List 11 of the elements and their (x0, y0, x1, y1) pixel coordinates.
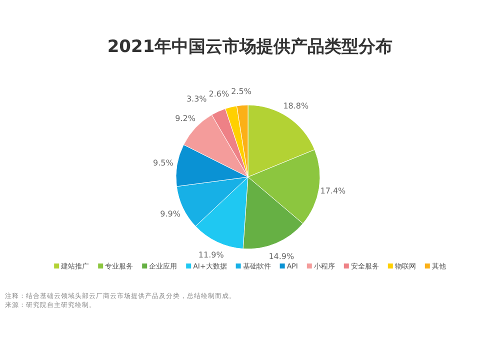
data-label: 2.6% (208, 89, 230, 98)
data-label: 11.9% (198, 250, 224, 260)
data-label: 2.5% (231, 87, 252, 96)
data-label: 18.8% (283, 101, 309, 110)
data-label: 9.2% (175, 114, 196, 123)
data-label: 14.9% (268, 252, 295, 262)
data-label: 3.3% (186, 94, 208, 104)
chart-title: 2021年中国云市场提供产品类型分布 (107, 37, 393, 57)
data-label: 9.5% (153, 158, 174, 168)
data-label: 17.4% (320, 186, 346, 196)
data-label: 9.9% (160, 210, 181, 219)
